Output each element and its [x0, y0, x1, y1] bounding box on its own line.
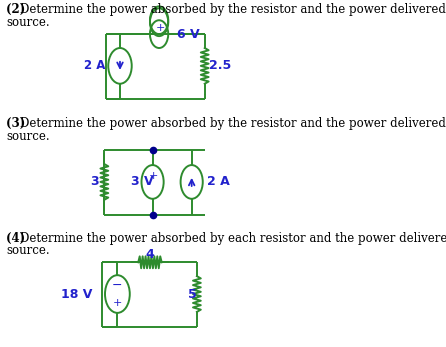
Text: Determine the power absorbed by the resistor and the power delivered by each: Determine the power absorbed by the resi… — [20, 3, 446, 16]
Text: 5: 5 — [188, 288, 197, 301]
Text: (3): (3) — [6, 117, 29, 130]
Text: +: + — [113, 298, 122, 308]
Text: 2.5: 2.5 — [209, 59, 231, 73]
Text: 2 A: 2 A — [84, 59, 106, 73]
Text: 3: 3 — [91, 176, 99, 188]
Text: (4): (4) — [6, 231, 29, 245]
Text: source.: source. — [6, 244, 50, 257]
Text: Determine the power absorbed by each resistor and the power delivered by the: Determine the power absorbed by each res… — [20, 231, 446, 245]
Text: source.: source. — [6, 130, 50, 143]
Text: 6 V: 6 V — [178, 28, 200, 41]
Text: +: + — [149, 171, 159, 181]
Text: source.: source. — [6, 16, 50, 29]
Text: (2): (2) — [6, 3, 29, 16]
Text: +: + — [156, 23, 165, 33]
Text: 3 V: 3 V — [131, 176, 154, 188]
Text: −: − — [112, 279, 123, 291]
Text: 4: 4 — [145, 248, 154, 261]
Text: Determine the power absorbed by the resistor and the power delivered by each: Determine the power absorbed by the resi… — [20, 117, 446, 130]
Text: 2 A: 2 A — [206, 176, 229, 188]
Text: 18 V: 18 V — [61, 288, 92, 301]
